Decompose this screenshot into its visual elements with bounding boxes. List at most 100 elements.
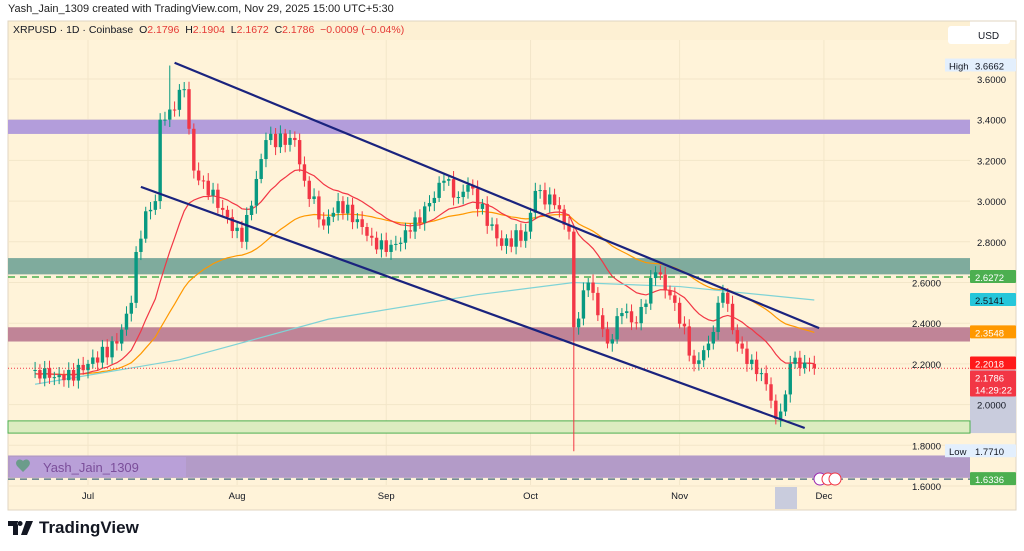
- candle-body: [774, 400, 778, 419]
- candle-body: [653, 272, 658, 279]
- candle-body: [418, 217, 422, 223]
- candle-body: [163, 119, 167, 121]
- candle-body: [278, 133, 283, 148]
- candle-body: [423, 206, 427, 223]
- y-tick-label: 3.4000: [977, 116, 1006, 127]
- heart-icon: [16, 459, 30, 472]
- candle-body: [567, 224, 571, 232]
- candle-body: [697, 360, 701, 364]
- currency-label: USD: [978, 31, 999, 42]
- candle-body: [168, 109, 172, 120]
- candle-body: [134, 251, 138, 303]
- candle-body: [514, 230, 518, 247]
- candle-body: [793, 357, 797, 364]
- candle-body: [456, 197, 461, 199]
- candle-body: [153, 201, 158, 210]
- candle-body: [297, 140, 302, 165]
- candle-body: [764, 373, 768, 385]
- price-label-bg: [970, 370, 1016, 397]
- h-label: H: [185, 24, 193, 36]
- candle-body: [201, 180, 206, 182]
- x-tick-label: Jul: [82, 491, 94, 502]
- candle-body: [759, 373, 764, 375]
- o-label: O: [139, 24, 148, 36]
- candle-body: [576, 318, 581, 328]
- zone: [8, 455, 970, 478]
- candle-body: [379, 240, 384, 250]
- candle-body: [504, 238, 509, 246]
- brand: TradingView: [39, 518, 139, 537]
- candle-body: [148, 209, 153, 212]
- candle-body: [581, 290, 586, 319]
- candle-body: [610, 339, 614, 344]
- candle-body: [360, 219, 364, 227]
- candle-body: [644, 303, 648, 307]
- candle-body: [480, 203, 485, 209]
- candle-body: [596, 292, 600, 316]
- candle-body: [634, 322, 639, 324]
- candle-body: [528, 212, 533, 232]
- c-label: C: [274, 24, 283, 36]
- candle-body: [264, 140, 268, 160]
- candle-body: [495, 224, 499, 239]
- y-tick-label: 3.0000: [977, 197, 1006, 208]
- candle-body: [115, 341, 119, 344]
- price-label: 1.6336: [975, 475, 1004, 486]
- long-ma-line: [34, 281, 815, 385]
- open-value: 2.1796: [147, 24, 180, 36]
- candle-body: [807, 362, 812, 364]
- event-icons[interactable]: [813, 472, 842, 486]
- price-label: 3.6662: [975, 62, 1004, 73]
- candle-body: [519, 230, 523, 241]
- candle-body: [273, 133, 278, 148]
- low-value: 2.1672: [236, 24, 269, 36]
- candle-body: [798, 357, 802, 369]
- price-label-bg: [970, 325, 1016, 339]
- candle-body: [586, 282, 590, 291]
- candle-body: [240, 227, 244, 242]
- candle-body: [47, 368, 52, 378]
- high-value: 2.1904: [192, 24, 225, 36]
- zone: [7, 420, 971, 434]
- candle-body: [57, 375, 61, 378]
- candle-body: [663, 274, 667, 291]
- y-tick-label: 2.0000: [977, 401, 1006, 412]
- candle-body: [398, 242, 403, 244]
- candle-body: [754, 359, 759, 375]
- candle-body: [802, 362, 807, 369]
- candle-body: [538, 190, 542, 192]
- price-label-bg: [970, 269, 1016, 283]
- candle-body: [740, 343, 744, 349]
- price-label-prefix-bg: [945, 444, 970, 458]
- candle-body: [110, 341, 114, 358]
- candle-body: [649, 278, 653, 304]
- candle-body: [91, 357, 95, 364]
- candle-body: [370, 235, 374, 238]
- ohlc-legend: XRPUSD · 1D · Coinbase O2.1796 H2.1904 L…: [8, 21, 970, 40]
- candle-body: [283, 133, 287, 145]
- candle-body: [721, 292, 725, 303]
- candle-body: [341, 201, 345, 214]
- candle-body: [524, 231, 528, 241]
- candle-body: [403, 230, 408, 243]
- candle-body: [182, 89, 186, 91]
- symbol: XRPUSD · 1D · Coinbase: [13, 24, 134, 36]
- candle-body: [475, 188, 480, 209]
- zone: [8, 258, 970, 275]
- candle-body: [67, 369, 71, 381]
- candle-body: [600, 315, 605, 330]
- candle-body: [187, 89, 191, 129]
- candle-body: [629, 311, 634, 323]
- channel-lower-line: [140, 185, 806, 430]
- tradingview-logo[interactable]: TradingView: [8, 518, 139, 538]
- x-tick-label: Oct: [523, 491, 538, 502]
- candle-body: [302, 164, 307, 181]
- y-tick-label: 1.6000: [912, 482, 941, 493]
- candle-body: [466, 184, 470, 192]
- candle-body: [43, 368, 47, 379]
- candle-body: [326, 216, 331, 226]
- candle-body: [220, 207, 225, 210]
- currency-button[interactable]: [948, 26, 1010, 44]
- candle-body: [331, 212, 336, 217]
